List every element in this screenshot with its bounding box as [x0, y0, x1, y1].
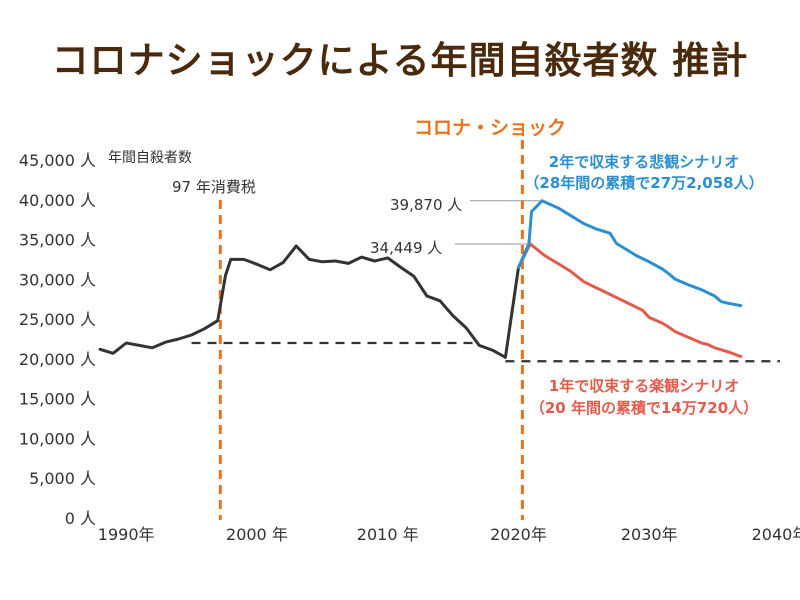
peak-label-pessimistic: 39,870 人 — [390, 196, 462, 214]
y-tick-label: 35,000 人 — [19, 231, 96, 250]
peak-label-optimistic: 34,449 人 — [370, 239, 442, 257]
scenario-optimistic-total: （20 年間の累積で14万720人） — [530, 399, 758, 417]
chart-title: コロナショックによる年間自殺者数 推計 — [51, 39, 749, 82]
series-line-actual — [98, 244, 520, 359]
series-line-optimistic — [517, 242, 743, 358]
y-tick-label: 0 人 — [65, 509, 96, 528]
event-label-consumption-tax: 97 年消費税 — [172, 178, 256, 196]
event-label-corona-shock: コロナ・ショック — [414, 117, 566, 139]
x-tick-label: 2020年 — [490, 525, 547, 544]
y-tick-label: 40,000 人 — [19, 191, 96, 210]
y-tick-label: 5,000 人 — [29, 469, 96, 488]
y-tick-label: 15,000 人 — [19, 390, 96, 409]
y-tick-label: 25,000 人 — [19, 310, 96, 329]
y-tick-label: 30,000 人 — [19, 270, 96, 289]
y-tick-label: 10,000 人 — [19, 429, 96, 448]
scenario-optimistic-title: 1年で収束する楽観シナリオ — [549, 377, 739, 395]
y-tick-label: 20,000 人 — [19, 350, 96, 369]
x-tick-label: 2000 年 — [226, 525, 288, 544]
y-axis-label: 年間自殺者数 — [108, 150, 192, 166]
scenario-pessimistic-title: 2年で収束する悲観シナリオ — [549, 153, 739, 171]
y-tick-label: 45,000 人 — [19, 151, 96, 170]
scenario-pessimistic-total: （28年間の累積で27万2,058人） — [524, 174, 763, 192]
x-tick-label: 2010 年 — [357, 525, 419, 544]
x-tick-label: 2030年 — [621, 525, 678, 544]
series-line-pessimistic — [517, 199, 743, 308]
x-tick-label: 1990年 — [98, 525, 155, 544]
